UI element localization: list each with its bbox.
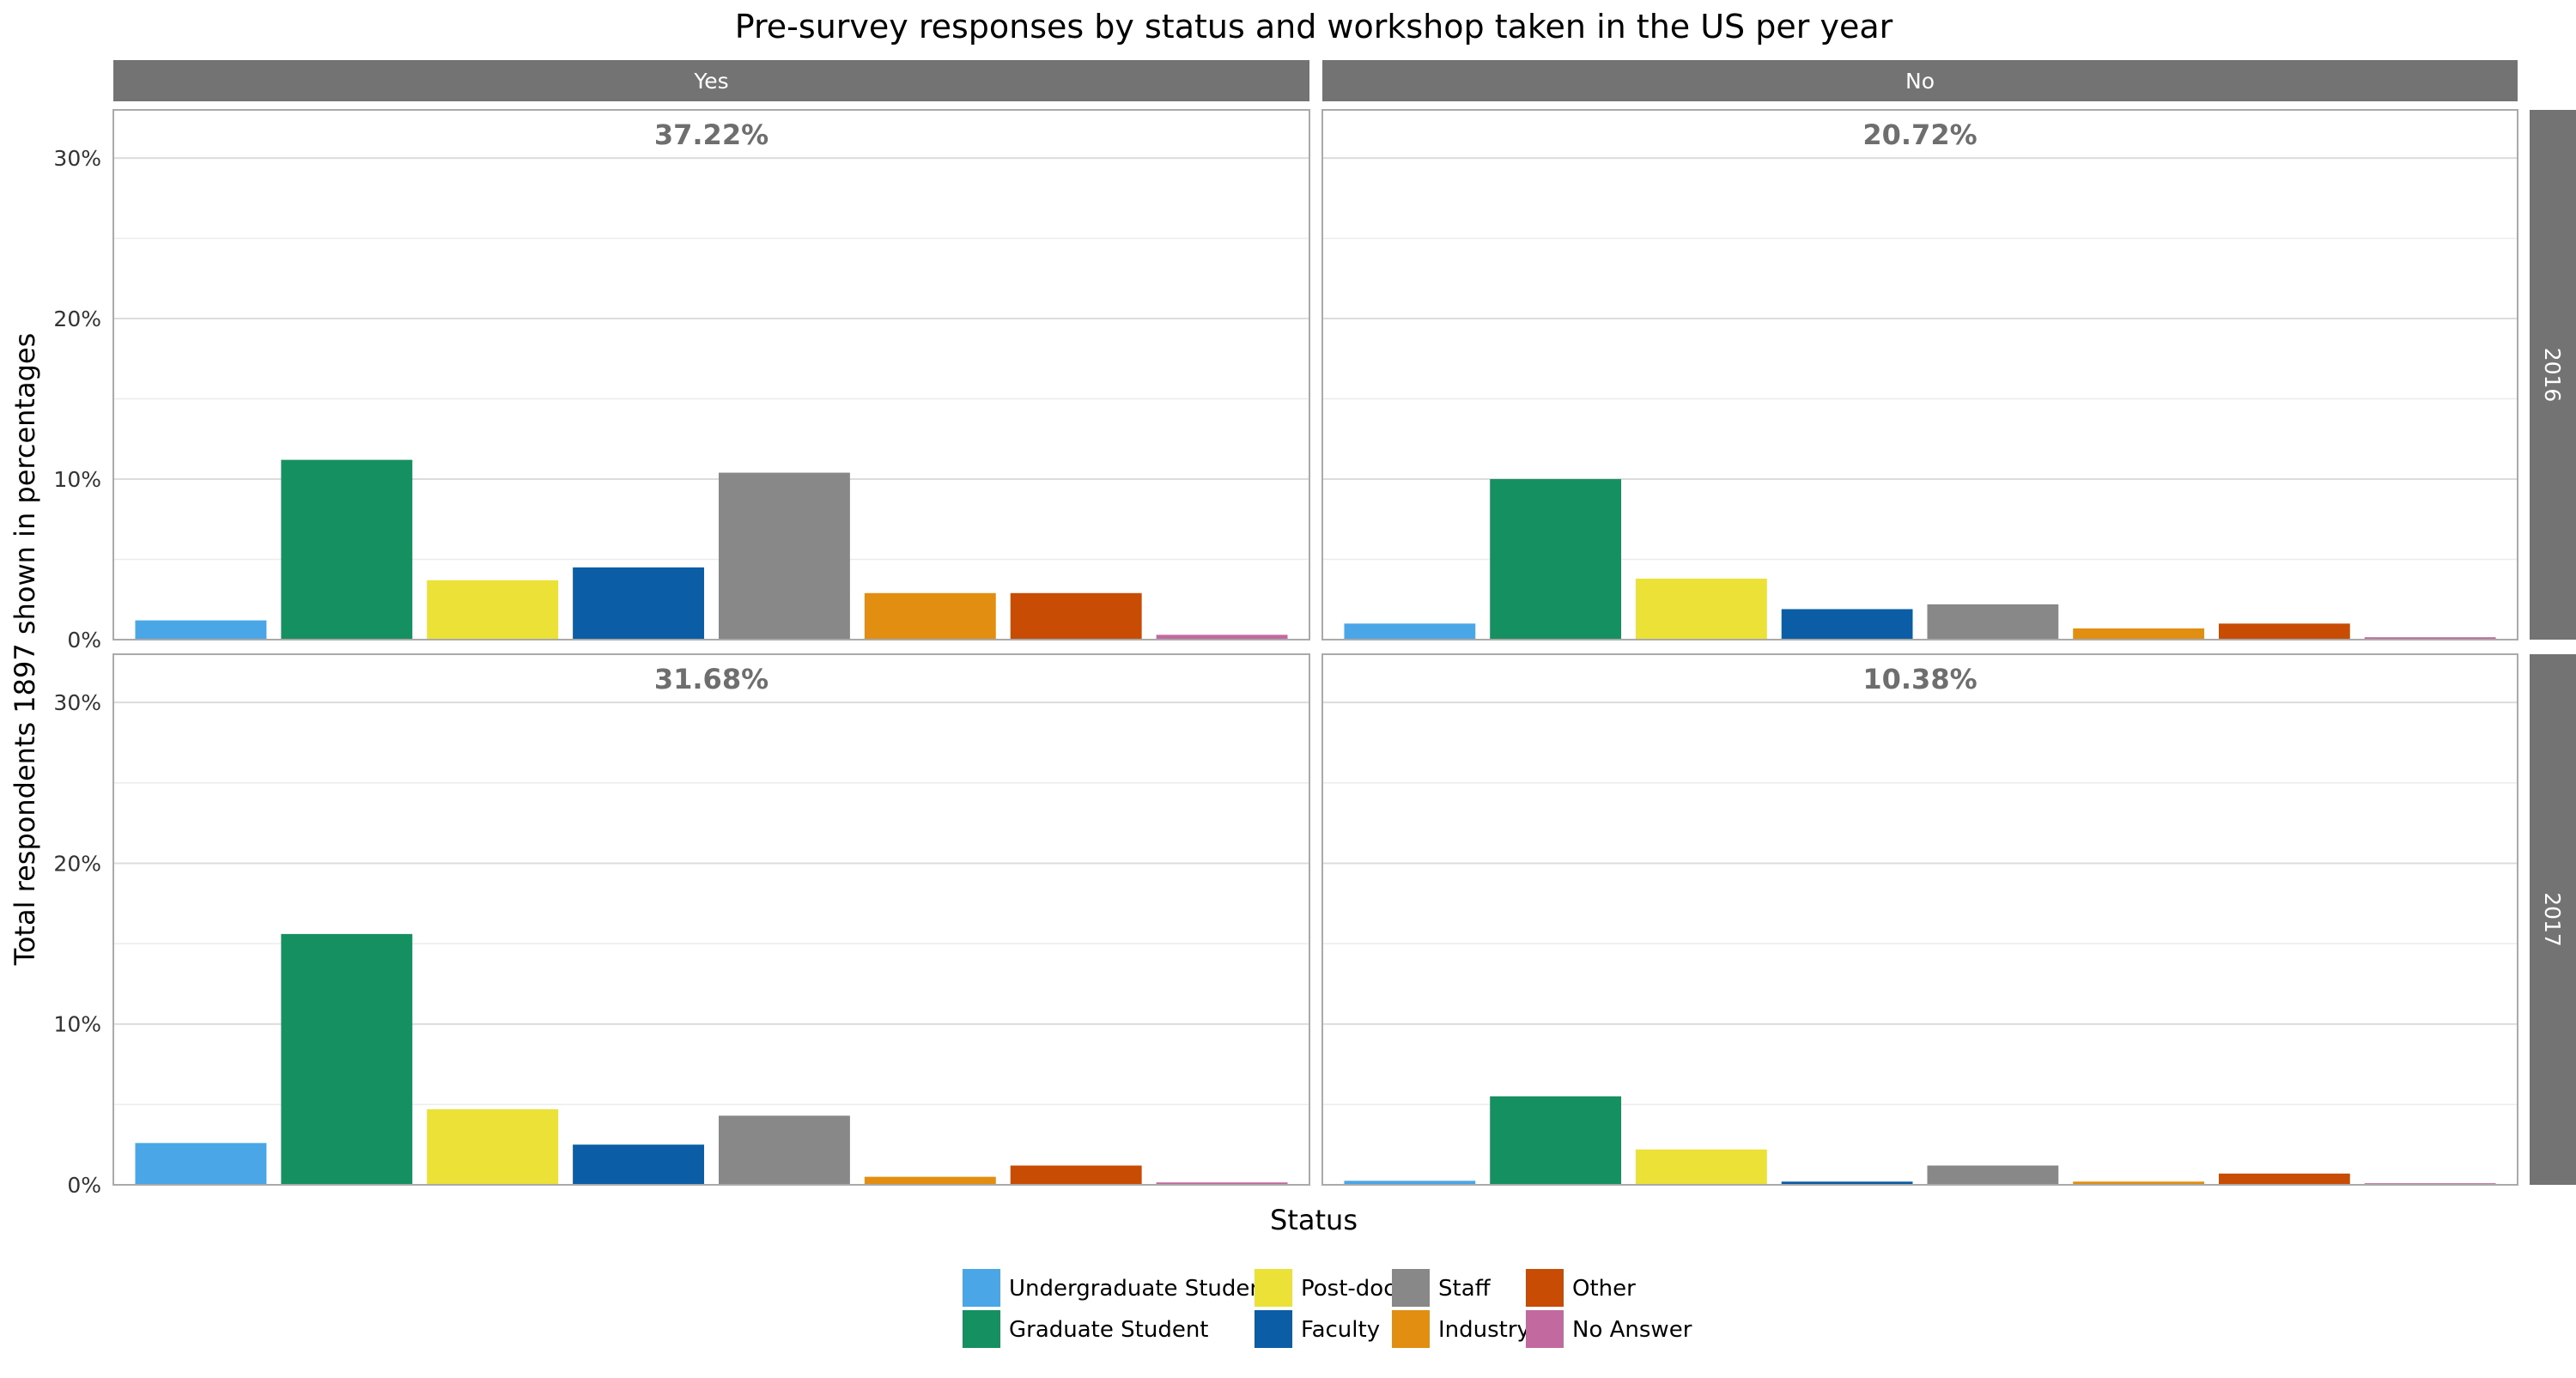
- panel-total-label: 31.68%: [654, 663, 769, 695]
- col-strip-label: No: [1905, 69, 1935, 94]
- y-tick-label: 10%: [53, 467, 101, 492]
- legend-item-post-doc: Post-doc: [1255, 1269, 1396, 1307]
- panel-total-label: 10.38%: [1862, 663, 1977, 695]
- bar-other: [1010, 592, 1142, 640]
- row-strip-bg: [2530, 110, 2576, 640]
- legend: Undergraduate Student Graduate Student Pos…: [963, 1269, 1692, 1348]
- bar-faculty: [1781, 1181, 1913, 1185]
- legend-label: Post-doc: [1301, 1276, 1396, 1302]
- x-axis-title: Status: [1270, 1204, 1358, 1236]
- bar-industry: [2073, 628, 2205, 640]
- legend-label: Other: [1572, 1276, 1636, 1302]
- legend-swatch: [1255, 1269, 1292, 1307]
- bar-other: [2219, 1173, 2350, 1185]
- legend-item-industry: Industry: [1392, 1310, 1530, 1348]
- bar-other: [2219, 623, 2350, 640]
- panel-border: [1321, 109, 2518, 640]
- panels-layer: Yes No 2016 2017 0% 10% 20% 30% 0% 10% 20% 30% 37.22…: [53, 60, 2576, 1198]
- y-tick-label: 0%: [67, 1173, 101, 1198]
- legend-swatch: [963, 1310, 1000, 1348]
- bar-post-doc: [427, 1108, 559, 1185]
- panel-total-label: 20.72%: [1862, 118, 1977, 151]
- panel-yes-2016: 37.22%: [112, 109, 1310, 640]
- legend-label: Staff: [1438, 1276, 1492, 1302]
- bar-graduate-student: [1490, 479, 1621, 640]
- legend-label: Graduate Student: [1009, 1317, 1209, 1343]
- legend-label: Industry: [1438, 1317, 1530, 1343]
- bar-no-answer: [2364, 637, 2496, 640]
- row-strip-2016: 2016: [2530, 110, 2576, 640]
- y-tick-label: 10%: [53, 1012, 101, 1037]
- bar-graduate-student: [281, 933, 413, 1185]
- legend-swatch: [1526, 1269, 1564, 1307]
- panel-border: [112, 653, 1310, 1186]
- panel-yes-2017: 31.68%: [112, 653, 1310, 1186]
- legend-swatch: [1526, 1310, 1564, 1348]
- panel-border: [1321, 653, 2518, 1186]
- col-strip-label: Yes: [693, 69, 728, 94]
- legend-item-staff: Staff: [1392, 1269, 1492, 1307]
- legend-swatch: [1392, 1269, 1430, 1307]
- legend-item-undergraduate-student: Undergraduate Student: [963, 1269, 1273, 1307]
- legend-swatch: [1255, 1310, 1292, 1348]
- bar-other: [1010, 1165, 1142, 1185]
- y-tick-label: 20%: [53, 851, 101, 876]
- row-strip-label: 2016: [2540, 348, 2565, 403]
- row-strip-2017: 2017: [2530, 654, 2576, 1185]
- bar-staff: [718, 472, 850, 640]
- legend-item-faculty: Faculty: [1255, 1310, 1380, 1348]
- bar-industry: [864, 1176, 996, 1185]
- legend-label: Undergraduate Student: [1009, 1276, 1273, 1302]
- bar-no-answer: [1156, 634, 1288, 640]
- legend-swatch: [1392, 1310, 1430, 1348]
- col-strip-bg: [1322, 60, 2518, 101]
- col-strip-no: No: [1322, 60, 2518, 101]
- bar-graduate-student: [1490, 1096, 1621, 1185]
- y-tick-label: 0%: [67, 628, 101, 653]
- legend-label: No Answer: [1572, 1317, 1692, 1343]
- y-tick-label: 30%: [53, 690, 101, 715]
- bar-post-doc: [1635, 1149, 1767, 1185]
- bar-faculty: [573, 1144, 705, 1185]
- bar-no-answer: [1156, 1182, 1288, 1185]
- col-strip-bg: [113, 60, 1309, 101]
- legend-swatch: [963, 1269, 1000, 1307]
- bar-staff: [718, 1115, 850, 1185]
- bar-staff: [1927, 1165, 2059, 1185]
- bar-undergraduate-student: [135, 620, 267, 640]
- row-strip-label: 2017: [2540, 892, 2565, 947]
- bar-graduate-student: [281, 459, 413, 640]
- bar-industry: [864, 592, 996, 640]
- bar-industry: [2073, 1181, 2205, 1185]
- row-strip-bg: [2530, 654, 2576, 1185]
- panel-border: [112, 109, 1310, 640]
- chart-title: Pre-survey responses by status and works…: [735, 8, 1893, 46]
- y-tick-label: 20%: [53, 307, 101, 331]
- bar-undergraduate-student: [1344, 623, 1476, 640]
- bar-undergraduate-student: [1344, 1181, 1476, 1185]
- bar-undergraduate-student: [135, 1143, 267, 1185]
- bar-faculty: [573, 567, 705, 640]
- legend-item-graduate-student: Graduate Student: [963, 1310, 1209, 1348]
- panel-total-label: 37.22%: [654, 118, 769, 151]
- bar-post-doc: [1635, 578, 1767, 640]
- col-strip-yes: Yes: [113, 60, 1309, 101]
- bar-faculty: [1781, 609, 1913, 640]
- legend-item-no-answer: No Answer: [1526, 1310, 1692, 1348]
- panel-no-2017: 10.38%: [1321, 653, 2518, 1186]
- y-tick-label: 30%: [53, 146, 101, 171]
- panel-no-2016: 20.72%: [1321, 109, 2518, 640]
- legend-label: Faculty: [1301, 1317, 1380, 1343]
- bar-staff: [1927, 604, 2059, 640]
- legend-item-other: Other: [1526, 1269, 1636, 1307]
- y-axis-title: Total respondents 1897 shown in percenta…: [9, 333, 41, 967]
- bar-post-doc: [427, 580, 559, 640]
